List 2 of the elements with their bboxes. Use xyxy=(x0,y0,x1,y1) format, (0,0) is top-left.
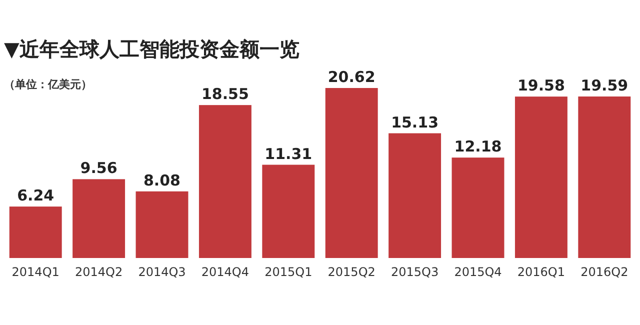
title: ▼近年全球人工智能投资金额一览 xyxy=(4,37,300,61)
subtitle: （单位：亿美元） xyxy=(4,78,92,91)
